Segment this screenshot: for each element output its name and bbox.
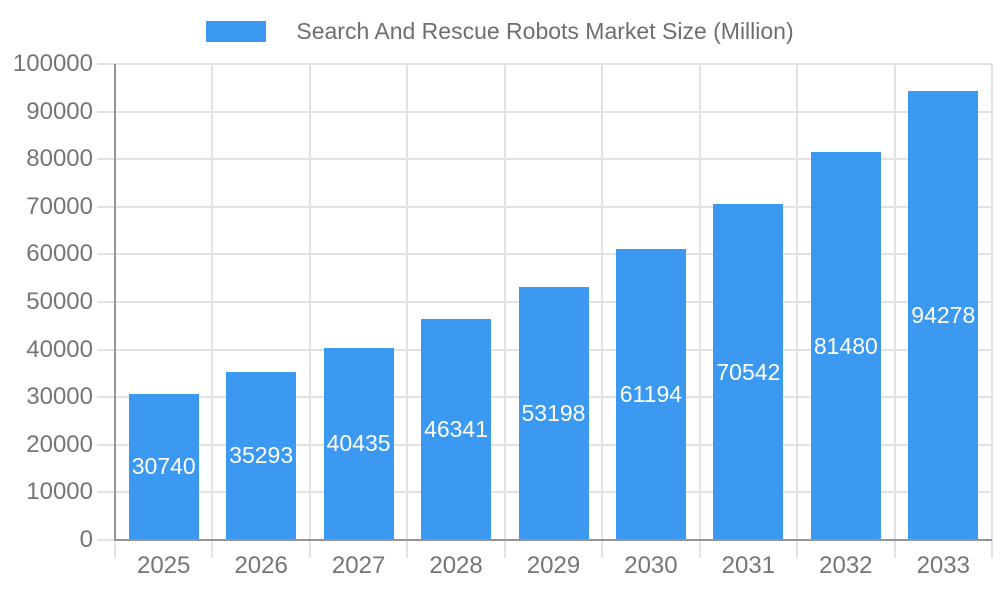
y-tick-label: 20000 bbox=[26, 430, 93, 458]
y-tick-label: 80000 bbox=[26, 145, 93, 173]
bar-value-label: 70542 bbox=[716, 358, 781, 385]
gridline-h bbox=[97, 158, 992, 161]
x-tick-label: 2033 bbox=[916, 552, 970, 579]
x-tick-label: 2031 bbox=[721, 552, 776, 579]
x-axis-line bbox=[114, 539, 992, 541]
gridline-h bbox=[97, 205, 992, 208]
x-tick-label: 2026 bbox=[234, 552, 288, 579]
legend-swatch bbox=[206, 20, 267, 42]
bar: 53198 bbox=[518, 286, 589, 540]
x-axis-tick bbox=[893, 540, 896, 558]
bar: 94278 bbox=[908, 91, 979, 540]
bar-value-label: 35293 bbox=[229, 442, 294, 469]
x-tick-label: 2027 bbox=[331, 552, 386, 579]
y-tick-label: 10000 bbox=[26, 478, 93, 506]
gridline-v bbox=[893, 64, 896, 540]
y-tick-label: 60000 bbox=[26, 240, 93, 268]
gridline-v bbox=[406, 64, 409, 540]
y-tick-label: 70000 bbox=[26, 192, 93, 220]
gridline-h bbox=[97, 253, 992, 256]
x-axis-tick bbox=[601, 540, 604, 558]
gridline-v bbox=[796, 64, 799, 540]
bar-value-label: 61194 bbox=[619, 380, 683, 407]
x-axis-tick bbox=[991, 540, 993, 558]
x-axis-tick bbox=[211, 540, 214, 558]
x-axis-tick bbox=[308, 540, 311, 558]
gridline-v bbox=[991, 64, 993, 540]
gridline-v bbox=[211, 64, 214, 540]
x-axis-tick bbox=[406, 540, 409, 558]
gridline-v bbox=[601, 64, 604, 540]
bar-value-label: 53198 bbox=[521, 399, 586, 426]
x-tick-label: 2029 bbox=[526, 552, 581, 579]
bar: 70542 bbox=[713, 204, 784, 540]
bar: 61194 bbox=[615, 248, 686, 540]
x-axis-tick bbox=[114, 540, 116, 558]
bar: 40435 bbox=[323, 347, 394, 540]
y-axis-line bbox=[114, 64, 116, 541]
gridline-h bbox=[97, 110, 992, 113]
x-axis-tick bbox=[796, 540, 799, 558]
bar: 30740 bbox=[128, 393, 199, 540]
x-axis-tick bbox=[503, 540, 506, 558]
legend-label: Search And Rescue Robots Market Size (Mi… bbox=[296, 17, 794, 44]
bar: 35293 bbox=[226, 372, 297, 540]
y-tick-label: 0 bbox=[79, 526, 93, 553]
x-tick-label: 2032 bbox=[819, 552, 873, 579]
gridline-v bbox=[308, 64, 311, 540]
bar-value-label: 81480 bbox=[813, 332, 878, 359]
gridline-v bbox=[698, 64, 701, 540]
gridline-h bbox=[97, 63, 992, 65]
bar-value-label: 46341 bbox=[424, 416, 489, 443]
bar-value-label: 30740 bbox=[131, 453, 196, 480]
bar: 46341 bbox=[421, 319, 492, 540]
x-tick-label: 2030 bbox=[624, 552, 678, 579]
x-tick-label: 2028 bbox=[429, 552, 483, 579]
x-axis-tick bbox=[698, 540, 701, 558]
bar-value-label: 94278 bbox=[911, 302, 976, 329]
y-tick-label: 100000 bbox=[12, 50, 93, 77]
chart-legend: Search And Rescue Robots Market Size (Mi… bbox=[0, 15, 1000, 47]
bar: 81480 bbox=[810, 152, 881, 540]
y-axis-tick bbox=[97, 539, 115, 541]
y-tick-label: 40000 bbox=[26, 335, 93, 363]
bar-value-label: 40435 bbox=[326, 430, 391, 457]
x-tick-label: 2025 bbox=[137, 552, 191, 579]
gridline-v bbox=[503, 64, 506, 540]
y-tick-label: 50000 bbox=[26, 288, 93, 315]
y-tick-label: 90000 bbox=[26, 97, 93, 125]
y-tick-label: 30000 bbox=[26, 383, 93, 411]
